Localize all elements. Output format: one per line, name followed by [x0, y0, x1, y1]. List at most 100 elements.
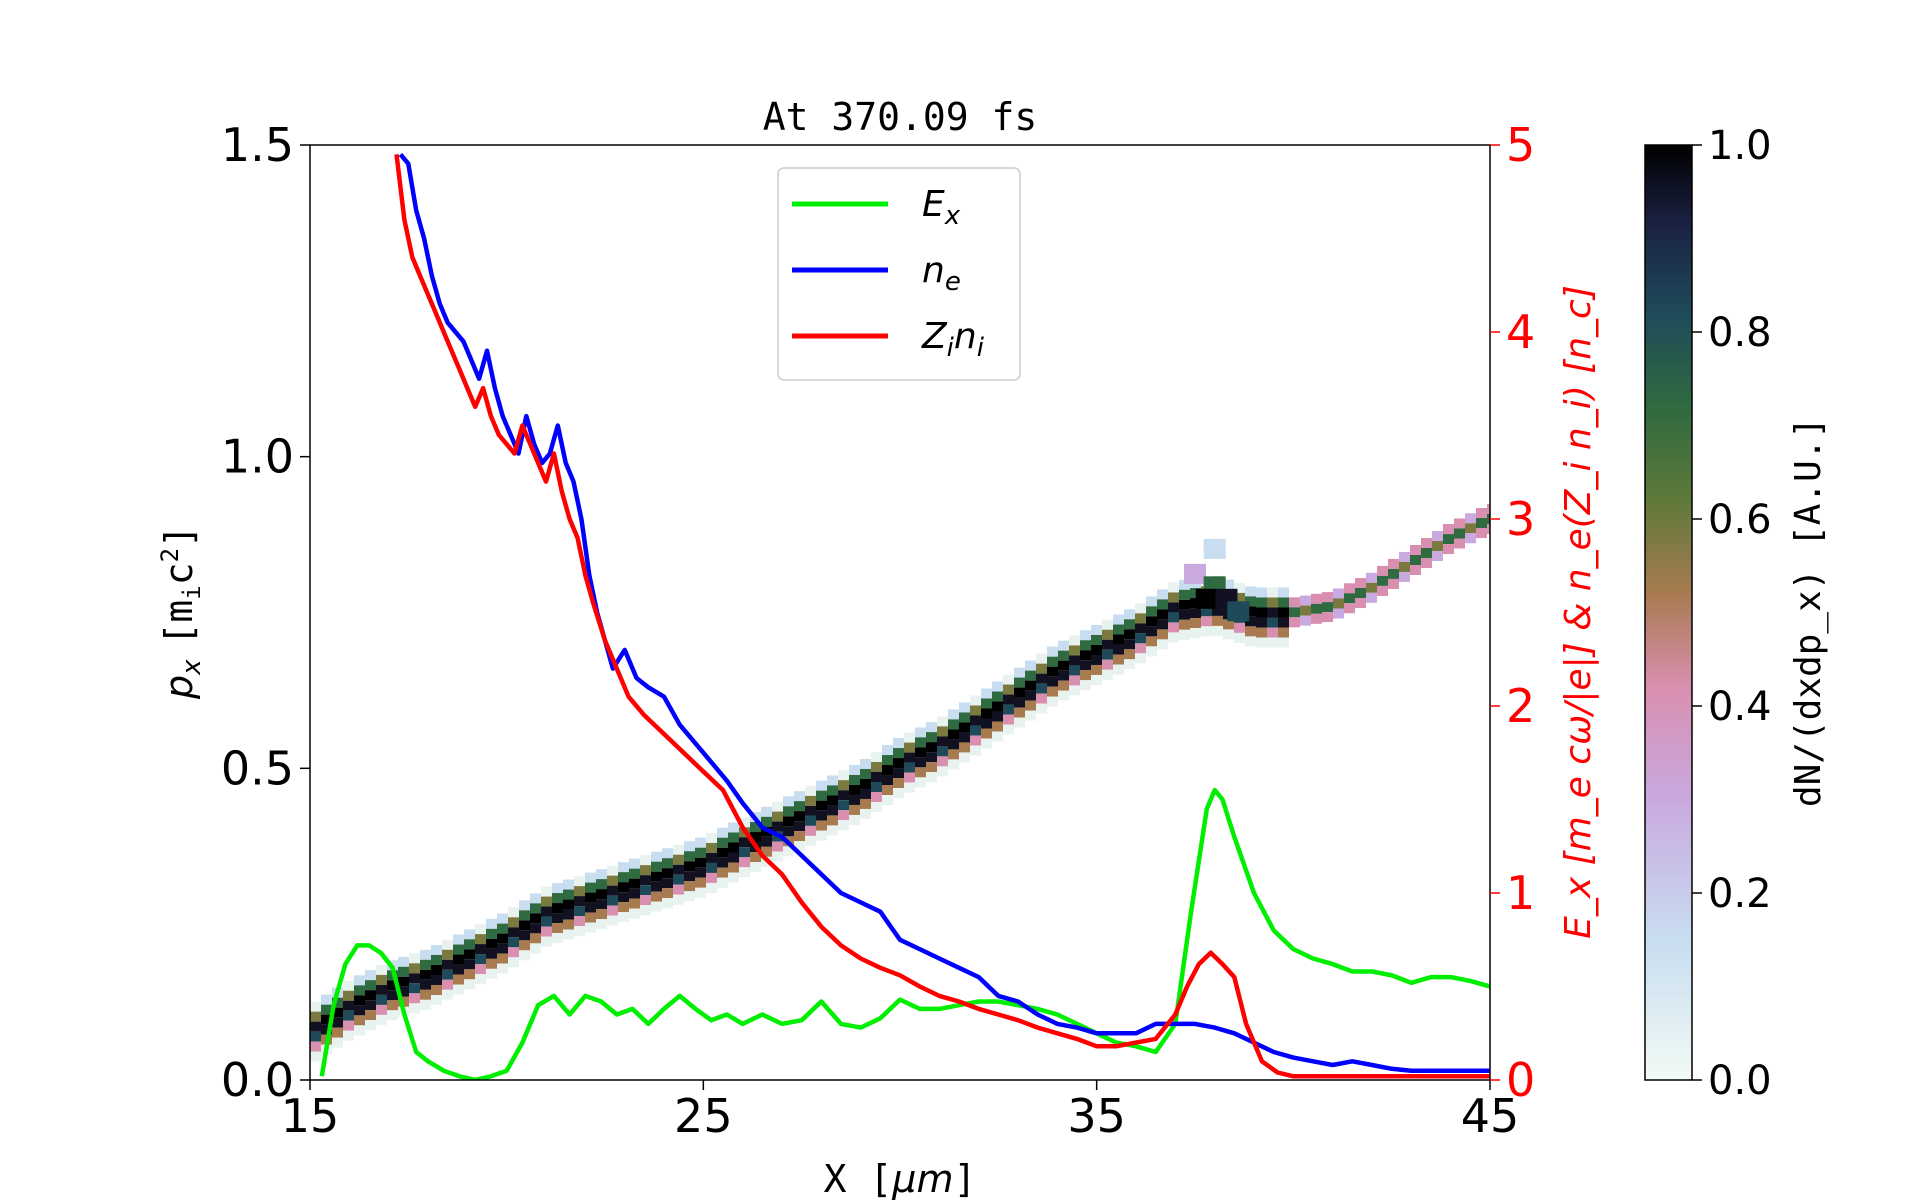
phase-space-cell: [640, 885, 651, 896]
phase-space-cell: [728, 822, 739, 833]
phase-space-cell: [882, 795, 893, 806]
phase-space-cell: [1355, 578, 1366, 589]
phase-space-cell: [717, 847, 728, 858]
phase-space-cell: [1465, 513, 1476, 524]
phase-space-cell: [574, 886, 585, 897]
phase-space-cell: [530, 913, 541, 924]
phase-space-cell: [1003, 694, 1014, 705]
phase-space-cell: [1036, 673, 1047, 684]
phase-space-cell: [1256, 607, 1267, 618]
phase-space-cell: [1245, 606, 1256, 617]
phase-space-cell: [981, 688, 992, 699]
phase-space-cell: [728, 842, 739, 853]
phase-space-cell: [871, 771, 882, 782]
phase-space-cell: [310, 1031, 321, 1042]
phase-space-cell: [1069, 685, 1080, 696]
phase-space-cell: [948, 729, 959, 740]
phase-space-cell: [475, 974, 486, 985]
y-right-tick-label: 3: [1506, 492, 1535, 546]
phase-space-cell: [519, 950, 530, 961]
phase-space-cell: [1146, 626, 1157, 637]
phase-space-cell: [1113, 614, 1124, 625]
phase-space-cell: [1069, 645, 1080, 656]
phase-space-cell: [827, 805, 838, 816]
phase-space-cell: [574, 926, 585, 937]
phase-space-cell: [673, 854, 684, 865]
phase-space-cell: [1080, 670, 1091, 681]
phase-space-cell: [662, 898, 673, 909]
phase-space-cell: [1058, 660, 1069, 671]
phase-space-cell: [453, 954, 464, 965]
phase-space-cell: [1003, 684, 1014, 695]
phase-space-cell: [332, 1007, 343, 1018]
y-right-tick-label: 2: [1506, 679, 1535, 733]
phase-space-cell: [882, 775, 893, 786]
phase-space-cell: [1113, 644, 1124, 655]
phase-space-cell: [1102, 629, 1113, 640]
phase-space-cell: [959, 702, 970, 713]
phase-space-cell: [376, 994, 387, 1005]
y-right-tick-label: 5: [1506, 118, 1535, 172]
phase-space-cell: [794, 831, 805, 842]
phase-space-cell: [783, 806, 794, 817]
phase-space-cell: [926, 772, 937, 783]
phase-space-cell: [673, 864, 684, 875]
phase-space-cell: [1036, 683, 1047, 694]
phase-space-cell: [1025, 660, 1036, 671]
phase-space-cell: [1421, 548, 1432, 559]
phase-space-cell: [761, 836, 772, 847]
phase-space-cell: [607, 875, 618, 886]
phase-space-cell: [728, 872, 739, 883]
phase-space-cell: [1047, 646, 1058, 657]
phase-space-cell: [1234, 632, 1245, 643]
phase-space-cell: [706, 882, 717, 893]
phase-space-cell: [992, 701, 1003, 712]
phase-space-cell: [1443, 524, 1454, 535]
phase-space-cell: [343, 1010, 354, 1021]
phase-space-cell: [541, 936, 552, 947]
phase-space-cell: [497, 963, 508, 974]
phase-space-cell: [783, 846, 794, 857]
phase-space-cell: [453, 944, 464, 955]
phase-space-cell: [453, 964, 464, 975]
phase-space-cell: [1157, 619, 1168, 630]
phase-space-cell: [365, 970, 376, 981]
phase-space-cell: [1179, 579, 1190, 590]
phase-space-cell: [1190, 628, 1201, 639]
phase-space-cell: [1245, 596, 1256, 607]
phase-space-cell: [1388, 558, 1399, 569]
phase-space-cell: [1135, 603, 1146, 614]
phase-space-cell: [981, 708, 992, 719]
phase-space-cell: [618, 862, 629, 873]
phase-space-cell: [497, 933, 508, 944]
phase-space-cell: [1025, 670, 1036, 681]
phase-space-cell: [464, 979, 475, 990]
phase-space-cell: [552, 883, 563, 894]
phase-space-cell: [1227, 601, 1250, 622]
phase-space-cell: [992, 721, 1003, 732]
phase-space-cell: [948, 739, 959, 750]
phase-space-cell: [420, 949, 431, 960]
phase-space-cell: [1203, 538, 1226, 559]
phase-space-cell: [838, 770, 849, 781]
phase-space-cell: [640, 905, 651, 916]
phase-space-cell: [1421, 558, 1432, 569]
phase-space-cell: [1069, 665, 1080, 676]
phase-space-cell: [684, 871, 695, 882]
phase-space-cell: [1080, 660, 1091, 671]
phase-space-cell: [849, 784, 860, 795]
phase-space-cell: [1322, 612, 1333, 623]
phase-space-cell: [343, 990, 354, 1001]
phase-space-cell: [794, 791, 805, 802]
phase-space-cell: [387, 1010, 398, 1021]
phase-space-cell: [486, 948, 497, 959]
phase-space-cell: [563, 889, 574, 900]
phase-space-cell: [893, 738, 904, 749]
phase-space-cell: [332, 1017, 343, 1028]
phase-space-cell: [1168, 632, 1179, 643]
phase-space-cell: [1014, 677, 1025, 688]
phase-space-cell: [398, 976, 409, 987]
phase-space-cell: [1135, 633, 1146, 644]
phase-space-cell: [1476, 528, 1487, 539]
